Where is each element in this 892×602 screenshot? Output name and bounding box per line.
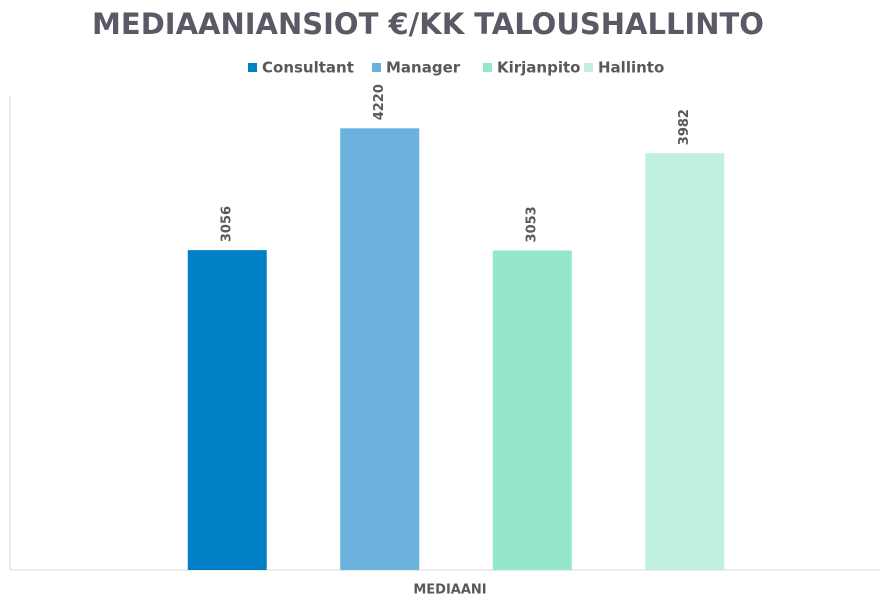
- data-label: 4220: [372, 84, 387, 120]
- data-label: 3982: [677, 109, 692, 145]
- bar: [187, 250, 267, 570]
- legend-label: Manager: [386, 59, 461, 77]
- legend-swatch: [483, 63, 492, 72]
- legend-label: Consultant: [262, 59, 354, 77]
- legend-label: Hallinto: [598, 59, 664, 77]
- legend-swatch: [248, 63, 257, 72]
- bar: [340, 128, 420, 570]
- data-label: 3056: [220, 206, 235, 242]
- x-tick-label: MEDIAANI: [413, 583, 486, 598]
- data-label: 3053: [525, 206, 540, 242]
- legend-swatch: [372, 63, 381, 72]
- bar: [492, 250, 572, 570]
- bar: [645, 153, 725, 570]
- legend-label: Kirjanpito: [497, 59, 580, 77]
- chart-title: MEDIAANIANSIOT €/KK TALOUSHALLINTO: [92, 7, 764, 41]
- legend-swatch: [584, 63, 593, 72]
